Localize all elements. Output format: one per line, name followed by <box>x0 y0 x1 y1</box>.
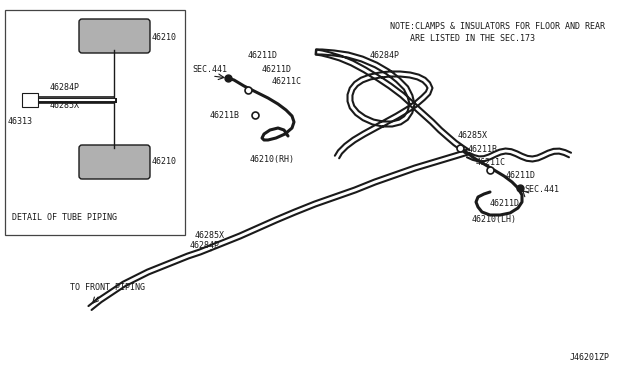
Text: 46284P: 46284P <box>190 241 220 250</box>
Text: 46210(RH): 46210(RH) <box>250 155 295 164</box>
Text: 46284P: 46284P <box>50 83 80 93</box>
Text: ARE LISTED IN THE SEC.173: ARE LISTED IN THE SEC.173 <box>390 34 535 43</box>
Text: 46285X: 46285X <box>458 131 488 140</box>
Text: 46210: 46210 <box>152 33 177 42</box>
FancyBboxPatch shape <box>79 19 150 53</box>
Text: 46211D: 46211D <box>490 199 520 208</box>
Text: 46313: 46313 <box>8 118 33 126</box>
Text: 46210: 46210 <box>152 157 177 167</box>
Text: SEC.441: SEC.441 <box>192 65 227 74</box>
Bar <box>5 10 185 235</box>
Text: 46211D: 46211D <box>262 65 292 74</box>
Text: J46201ZP: J46201ZP <box>570 353 610 362</box>
Text: NOTE:CLAMPS & INSULATORS FOR FLOOR AND REAR: NOTE:CLAMPS & INSULATORS FOR FLOOR AND R… <box>390 22 605 31</box>
Text: 46211B: 46211B <box>468 145 498 154</box>
Text: 46211C: 46211C <box>476 158 506 167</box>
Text: 46210(LH): 46210(LH) <box>472 215 517 224</box>
Text: 46284P: 46284P <box>370 51 400 60</box>
Text: DETAIL OF TUBE PIPING: DETAIL OF TUBE PIPING <box>12 214 117 222</box>
Text: 46211D: 46211D <box>506 171 536 180</box>
Text: 46211C: 46211C <box>272 77 302 86</box>
Text: SEC.441: SEC.441 <box>524 185 559 194</box>
Text: TO FRONT PIPING: TO FRONT PIPING <box>70 283 145 292</box>
Text: 46285X: 46285X <box>195 231 225 240</box>
Text: 46285X: 46285X <box>50 102 80 110</box>
FancyBboxPatch shape <box>79 145 150 179</box>
Text: 46211B: 46211B <box>210 111 240 120</box>
Bar <box>22 93 38 107</box>
Text: 46211D: 46211D <box>248 51 278 60</box>
